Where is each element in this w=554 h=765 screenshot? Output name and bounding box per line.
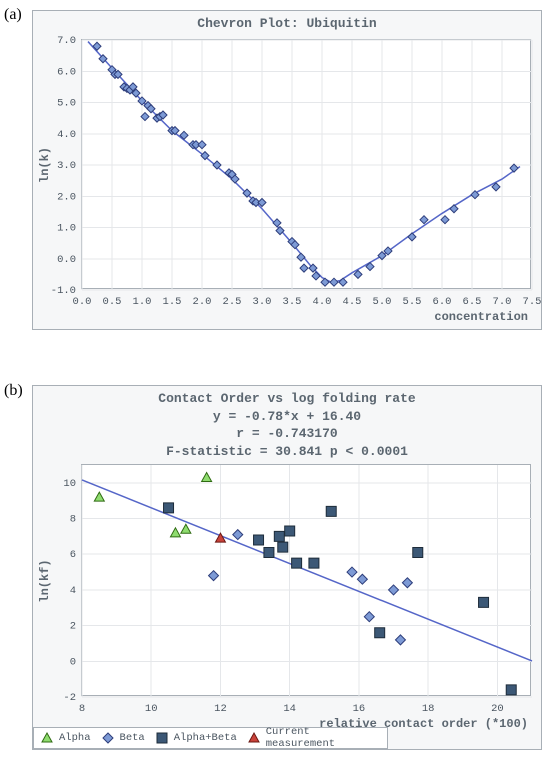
svg-text:2.5: 2.5 — [223, 296, 242, 308]
legend-item: Alpha — [40, 731, 91, 745]
svg-text:3.0: 3.0 — [57, 160, 76, 172]
svg-text:10: 10 — [145, 703, 158, 715]
contact-order-plot-svg: -202468108101214161820ln(kf)relative con… — [82, 465, 532, 697]
svg-text:5.5: 5.5 — [403, 296, 422, 308]
svg-text:10: 10 — [63, 478, 76, 490]
svg-text:3.0: 3.0 — [253, 296, 272, 308]
svg-text:0.0: 0.0 — [57, 254, 76, 266]
legend-item: Alpha+Beta — [155, 731, 237, 745]
svg-text:7.5: 7.5 — [523, 296, 542, 308]
panel-b-label: (b) — [4, 382, 23, 400]
svg-text:concentration: concentration — [434, 310, 528, 324]
svg-text:16: 16 — [353, 703, 366, 715]
svg-text:0: 0 — [70, 656, 76, 668]
svg-text:8: 8 — [70, 514, 76, 526]
chevron-plot-svg: -1.00.01.02.03.04.05.06.07.00.00.51.01.5… — [82, 40, 532, 290]
chevron-plot-title: Chevron Plot: Ubiquitin — [33, 11, 541, 33]
svg-text:6: 6 — [70, 549, 76, 561]
legend-item: Beta — [101, 731, 145, 745]
svg-text:3.5: 3.5 — [283, 296, 302, 308]
svg-text:7.0: 7.0 — [57, 35, 76, 47]
chevron-plot-area: -1.00.01.02.03.04.05.06.07.00.00.51.01.5… — [81, 39, 531, 289]
panel-a-label: (a) — [4, 6, 22, 24]
svg-text:0.0: 0.0 — [73, 296, 92, 308]
svg-text:4.0: 4.0 — [313, 296, 332, 308]
contact-order-plot-area: -202468108101214161820ln(kf)relative con… — [81, 464, 531, 696]
svg-text:8: 8 — [79, 703, 85, 715]
svg-text:ln(kf): ln(kf) — [38, 559, 52, 602]
svg-text:12: 12 — [214, 703, 227, 715]
svg-text:0.5: 0.5 — [103, 296, 122, 308]
svg-text:1.5: 1.5 — [163, 296, 182, 308]
svg-text:-2: -2 — [63, 692, 76, 704]
svg-text:2.0: 2.0 — [57, 191, 76, 203]
svg-text:5.0: 5.0 — [373, 296, 392, 308]
svg-text:4.0: 4.0 — [57, 129, 76, 141]
svg-text:ln(k): ln(k) — [38, 147, 52, 183]
svg-text:6.5: 6.5 — [463, 296, 482, 308]
svg-text:4: 4 — [70, 585, 76, 597]
chevron-plot-panel: Chevron Plot: Ubiquitin -1.00.01.02.03.0… — [32, 10, 542, 330]
svg-text:7.0: 7.0 — [493, 296, 512, 308]
contact-order-panel: Contact Order vs log folding ratey = -0.… — [32, 385, 542, 750]
svg-text:4.5: 4.5 — [343, 296, 362, 308]
svg-text:5.0: 5.0 — [57, 98, 76, 110]
svg-text:2: 2 — [70, 621, 76, 633]
svg-text:6.0: 6.0 — [57, 66, 76, 78]
legend-item: Current measurement — [247, 726, 381, 750]
svg-text:18: 18 — [422, 703, 435, 715]
svg-text:2.0: 2.0 — [193, 296, 212, 308]
svg-text:6.0: 6.0 — [433, 296, 452, 308]
legend: Alpha Beta Alpha+Beta Current measurement — [33, 727, 388, 749]
svg-text:14: 14 — [283, 703, 296, 715]
svg-text:1.0: 1.0 — [133, 296, 152, 308]
contact-order-title: Contact Order vs log folding ratey = -0.… — [33, 386, 541, 460]
page: (a) (b) Chevron Plot: Ubiquitin -1.00.01… — [0, 0, 554, 765]
svg-text:20: 20 — [491, 703, 504, 715]
svg-text:1.0: 1.0 — [57, 223, 76, 235]
